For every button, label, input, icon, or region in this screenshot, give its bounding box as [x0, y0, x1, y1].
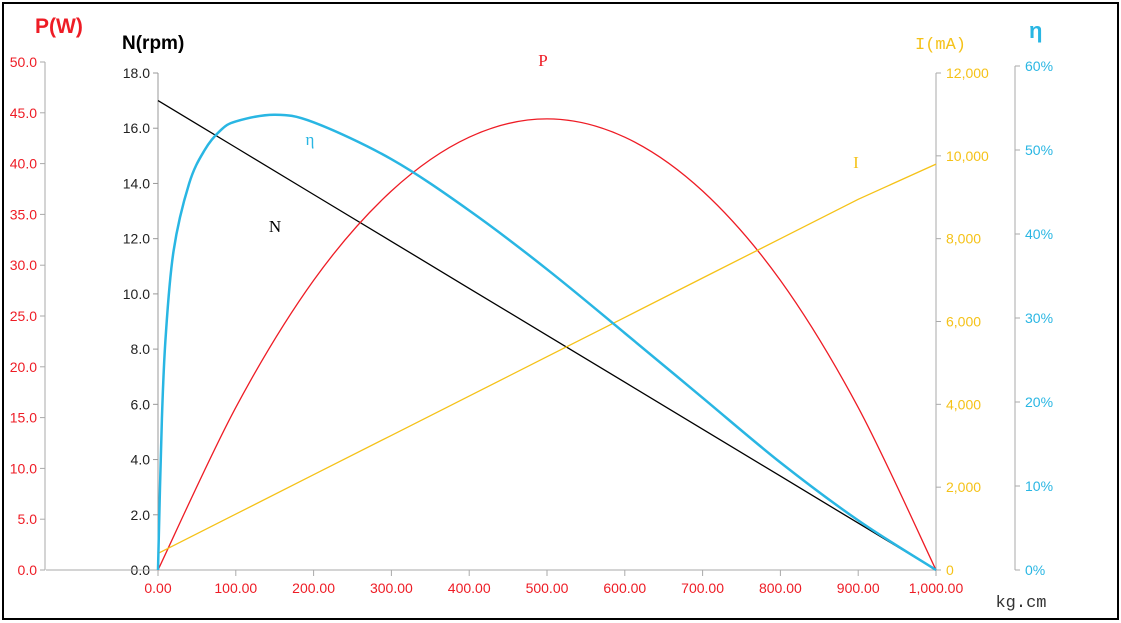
series-eta-line — [156, 113, 937, 572]
power-tick-label: 10.0 — [10, 460, 37, 476]
current-tick-label: 6,000 — [946, 314, 981, 330]
power-tick-label: 45.0 — [10, 105, 37, 121]
speed-tick-label: 6.0 — [131, 396, 151, 412]
speed-tick-label: 10.0 — [123, 286, 150, 302]
efficiency-axis-title: η — [1029, 18, 1042, 43]
speed-tick-label: 12.0 — [123, 231, 150, 247]
speed-tick-label: 14.0 — [123, 175, 150, 191]
x-tick-label: 900.00 — [837, 580, 880, 596]
x-tick-label: 700.00 — [681, 580, 724, 596]
current-tick-label: 12,000 — [946, 65, 989, 81]
series-label-eta: η — [306, 130, 315, 149]
speed-tick-label: 4.0 — [131, 452, 151, 468]
x-tick-label: 300.00 — [370, 580, 413, 596]
power-tick-label: 35.0 — [10, 206, 37, 222]
power-tick-label: 50.0 — [10, 54, 37, 70]
motor-performance-chart: 0.0 5.0 10.0 15.0 20.0 25.0 30.0 35.0 40.0 45.0 50… — [10, 15, 1053, 613]
x-tick-label: 800.00 — [759, 580, 802, 596]
efficiency-tick-label: 50% — [1025, 142, 1053, 158]
efficiency-tick-label: 30% — [1025, 310, 1053, 326]
power-axis-title: P(W) — [35, 15, 83, 38]
series-label-P: P — [538, 51, 547, 70]
speed-tick-label: 8.0 — [131, 341, 151, 357]
x-axis-unit: kg.cm — [995, 594, 1046, 613]
speed-tick-label: 2.0 — [131, 507, 151, 523]
power-tick-label: 30.0 — [10, 257, 37, 273]
power-tick-label: 25.0 — [10, 308, 37, 324]
efficiency-tick-label: 60% — [1025, 58, 1053, 74]
current-axis-title: I(mA) — [915, 36, 966, 55]
power-tick-label: 0.0 — [18, 562, 38, 578]
series-N-line — [157, 100, 937, 571]
x-tick-label: 600.00 — [603, 580, 646, 596]
speed-tick-label: 16.0 — [123, 120, 150, 136]
x-tick-label: 400.00 — [448, 580, 491, 596]
current-tick-label: 2,000 — [946, 479, 981, 495]
x-tick-label: 100.00 — [214, 580, 257, 596]
current-tick-label: 0 — [946, 562, 954, 578]
power-tick-label: 5.0 — [18, 511, 38, 527]
x-tick-label: 1,000.00 — [909, 580, 964, 596]
power-tick-label: 40.0 — [10, 156, 37, 172]
series-I-line — [157, 163, 937, 554]
current-tick-label: 4,000 — [946, 396, 981, 412]
x-tick-label: 500.00 — [526, 580, 569, 596]
x-tick-label: 200.00 — [292, 580, 335, 596]
efficiency-tick-label: 10% — [1025, 478, 1053, 494]
power-tick-label: 20.0 — [10, 359, 37, 375]
efficiency-tick-label: 40% — [1025, 226, 1053, 242]
speed-axis-title: N(rpm) — [122, 33, 184, 54]
x-tick-label: 0.00 — [144, 580, 171, 596]
power-tick-label: 15.0 — [10, 410, 37, 426]
series-label-N: N — [269, 217, 281, 236]
series-P-line — [157, 118, 937, 571]
efficiency-tick-label: 0% — [1025, 562, 1045, 578]
current-tick-label: 8,000 — [946, 231, 981, 247]
current-tick-label: 10,000 — [946, 148, 989, 164]
speed-tick-label: 18.0 — [123, 65, 150, 81]
series-label-I: I — [853, 153, 859, 172]
efficiency-tick-label: 20% — [1025, 394, 1053, 410]
